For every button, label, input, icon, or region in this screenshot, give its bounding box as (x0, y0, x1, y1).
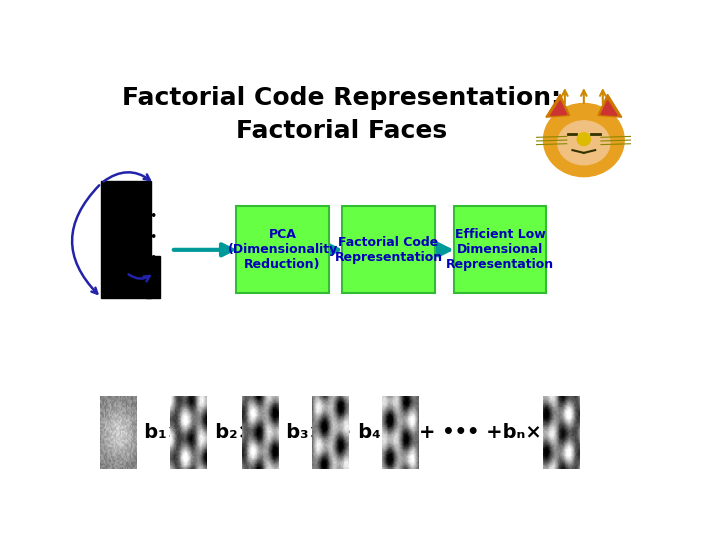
FancyBboxPatch shape (145, 256, 160, 298)
Text: + b₃×: + b₃× (264, 423, 325, 442)
FancyBboxPatch shape (101, 181, 151, 298)
FancyBboxPatch shape (454, 206, 546, 293)
Text: Factorial Code Representation:: Factorial Code Representation: (122, 86, 561, 110)
Text: Factorial Code
Representation: Factorial Code Representation (335, 236, 443, 264)
Text: + b₄×: + b₄× (335, 423, 397, 442)
Text: •
•
•: • • • (149, 210, 157, 265)
Text: + b₂×: + b₂× (192, 423, 254, 442)
Text: PCA
(Dimensionality
Reduction): PCA (Dimensionality Reduction) (228, 228, 338, 271)
FancyBboxPatch shape (343, 206, 435, 293)
Text: Efficient Low
Dimensional
Representation: Efficient Low Dimensional Representation (446, 228, 554, 271)
Text: = b₁×: = b₁× (122, 423, 184, 442)
FancyBboxPatch shape (236, 206, 328, 293)
Text: + ••• +bₙ×: + ••• +bₙ× (419, 423, 542, 442)
Text: Factorial Faces: Factorial Faces (235, 119, 446, 143)
